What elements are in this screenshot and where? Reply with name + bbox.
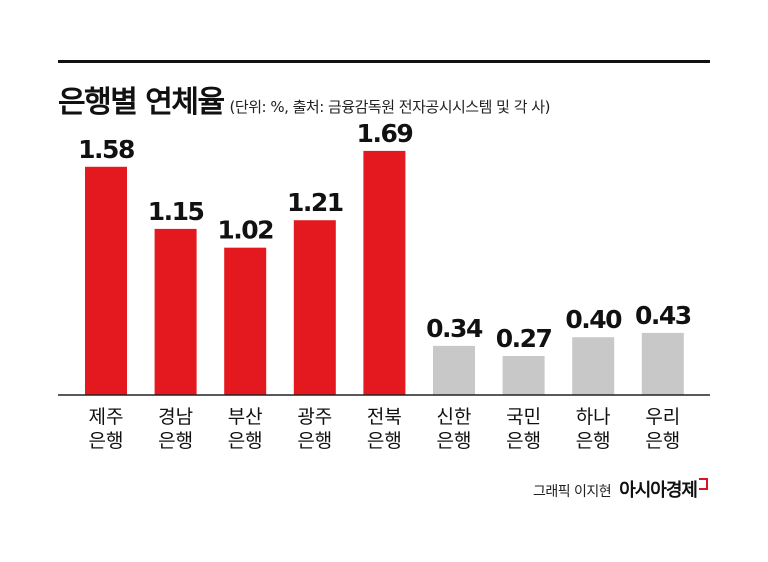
title-row: 은행별 연체율 (단위: %, 출처: 금융감독원 전자공시시스템 및 각 사): [58, 77, 550, 121]
value-label-8: 0.43: [635, 301, 691, 330]
category-label-3-1: 은행: [297, 430, 332, 452]
category-label-0-1: 은행: [89, 430, 124, 452]
bar-0: [85, 166, 127, 395]
category-label-3-0: 광주: [297, 406, 332, 428]
category-label-2-1: 은행: [228, 430, 263, 452]
category-label-7-0: 하나: [576, 406, 611, 428]
value-label-3: 1.21: [287, 188, 343, 217]
value-label-7: 0.40: [565, 305, 622, 334]
bar-3: [293, 220, 336, 395]
bar-8: [641, 332, 684, 395]
category-label-1-0: 경남: [158, 406, 193, 428]
category-label-8-1: 은행: [645, 430, 680, 452]
graphic-credit: 그래픽 이지현: [532, 484, 612, 500]
value-label-2: 1.02: [217, 216, 273, 245]
chart-title: 은행별 연체율: [58, 85, 225, 120]
category-label-5-0: 신한: [437, 406, 472, 428]
category-label-6-1: 은행: [506, 430, 541, 452]
bar-4: [363, 150, 406, 395]
bar-2: [224, 247, 267, 395]
bar-6: [502, 356, 545, 395]
top-rule: [58, 60, 710, 63]
category-label-0-0: 제주: [89, 406, 124, 428]
chart-subtitle: (단위: %, 출처: 금융감독원 전자공시시스템 및 각 사): [229, 98, 551, 116]
category-label-4-0: 전북: [367, 406, 402, 428]
category-label-1-1: 은행: [158, 430, 193, 452]
category-label-7-1: 은행: [576, 430, 611, 452]
category-label-6-0: 국민: [506, 406, 541, 428]
category-label-8-0: 우리: [645, 406, 680, 428]
category-label-4-1: 은행: [367, 430, 402, 452]
value-label-1: 1.15: [148, 197, 204, 226]
value-label-5: 0.34: [426, 314, 483, 343]
category-label-5-1: 은행: [437, 430, 472, 452]
brand-logo: 아시아경제: [619, 480, 698, 501]
value-label-4: 1.69: [357, 119, 413, 148]
category-label-2-0: 부산: [228, 406, 263, 428]
value-label-0: 1.58: [78, 135, 134, 164]
brand-mark-icon: [699, 478, 708, 490]
footer: 그래픽 이지현 아시아경제: [533, 476, 708, 502]
bar-1: [154, 228, 197, 395]
bar-5: [433, 345, 475, 395]
value-label-6: 0.27: [496, 324, 552, 353]
bar-7: [572, 337, 615, 395]
